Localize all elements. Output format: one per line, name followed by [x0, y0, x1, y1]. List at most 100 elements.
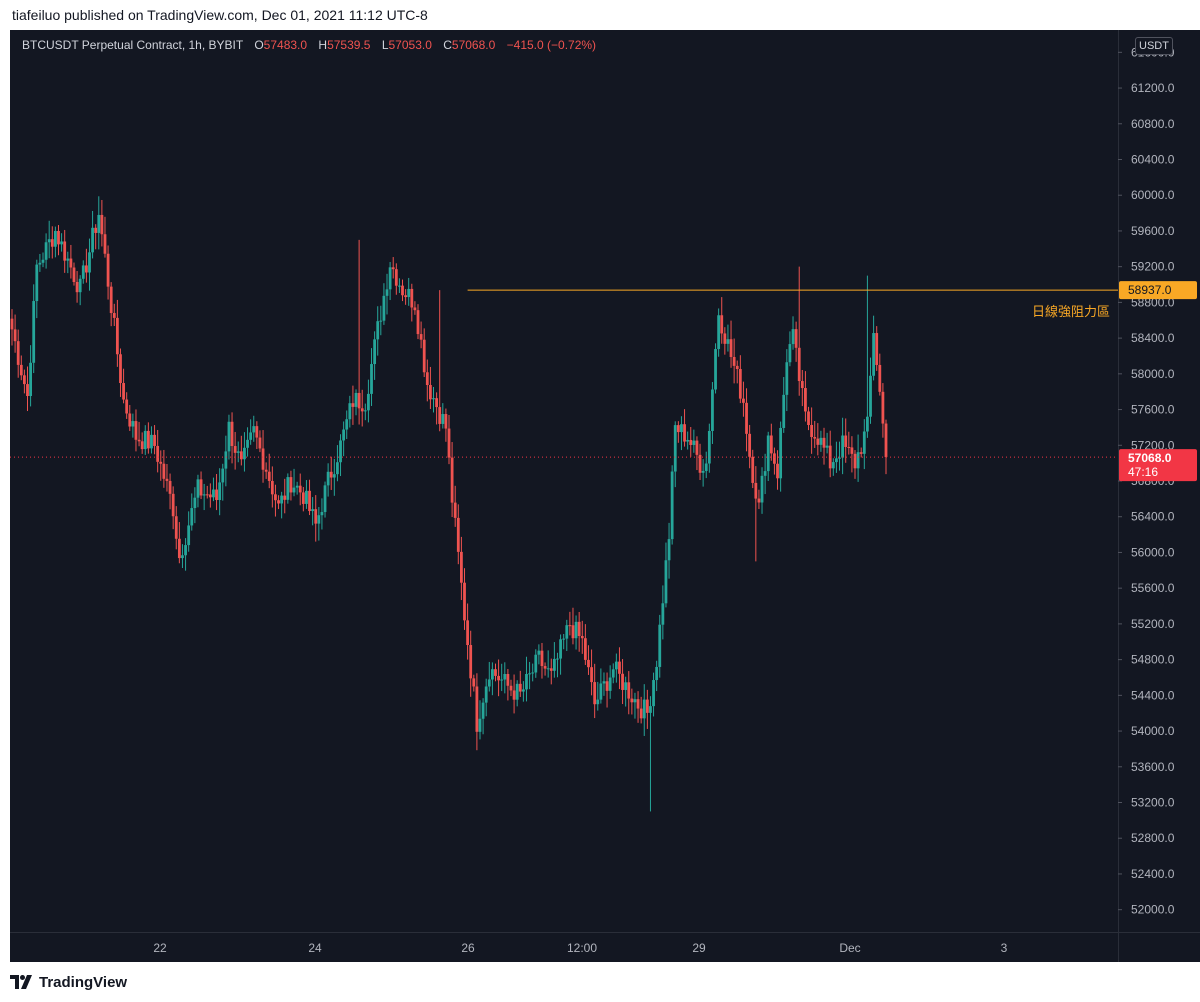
time-tick-label: 26 [461, 941, 475, 955]
last-price-label: 57068.0 [1128, 451, 1172, 465]
candle-body [760, 475, 764, 503]
candle-body [115, 317, 119, 355]
candle-body [292, 487, 296, 493]
candle-body [565, 625, 569, 639]
candle-body [875, 333, 879, 365]
price-tick-label: 54000.0 [1131, 724, 1175, 738]
candle-body [779, 427, 783, 479]
resistance-price-label: 58937.0 [1128, 283, 1172, 297]
candle-body [75, 281, 79, 293]
candle-body [301, 492, 305, 504]
candle-body [825, 445, 829, 448]
candle-body [379, 320, 383, 322]
candle-body [853, 453, 857, 469]
candle-body [218, 482, 222, 501]
candle-body [670, 471, 674, 540]
candle-body [813, 437, 817, 439]
candle-body [525, 673, 528, 690]
candle-body [745, 402, 748, 434]
candle-body [143, 430, 147, 450]
candle-body [624, 682, 628, 690]
candle-body [664, 560, 668, 604]
candle-body [776, 463, 779, 479]
candle-body [357, 392, 361, 409]
candle-body [574, 621, 578, 639]
candle-body [354, 392, 358, 407]
candle-body [295, 485, 299, 488]
candle-body [367, 393, 370, 411]
candle-body [332, 474, 336, 478]
candle-body [26, 384, 29, 397]
candle-body [153, 434, 156, 446]
candle-body [128, 413, 132, 427]
price-tick-label: 53600.0 [1131, 760, 1175, 774]
candle-body [738, 369, 742, 399]
candle-body [478, 718, 482, 732]
time-tick-label: 3 [1001, 941, 1008, 955]
price-chart[interactable]: 52000.0 52400.0 52800.0 53200.0 53600.0 54000… [10, 30, 1200, 962]
candle-body [187, 525, 191, 546]
candle-body [475, 686, 479, 732]
candle-body [382, 295, 386, 321]
candle-body [497, 675, 500, 681]
candle-body [212, 489, 215, 498]
high-value: 57539.5 [327, 38, 371, 52]
price-tick-label: 58400.0 [1131, 331, 1175, 345]
candle-body [429, 385, 432, 400]
candle-body [642, 699, 646, 719]
candle-body [376, 321, 380, 340]
candle-body [208, 494, 212, 498]
price-tick-label: 59200.0 [1131, 260, 1175, 274]
candle-body [735, 365, 739, 370]
candle-body [459, 551, 463, 583]
candle-body [50, 239, 54, 247]
candle-body [236, 451, 240, 453]
candle-body [884, 423, 888, 458]
candle-body [249, 432, 253, 440]
low-label: L [381, 38, 389, 52]
candle-body [822, 437, 826, 448]
candle-body [441, 414, 445, 424]
currency-button[interactable]: USDT [1135, 37, 1173, 55]
candle-body [150, 434, 153, 449]
candle-body [717, 315, 721, 350]
candle-body [583, 638, 587, 660]
candle-body [112, 313, 116, 318]
candle-body [661, 603, 665, 625]
price-tick-label: 53200.0 [1131, 796, 1175, 810]
price-tick-label: 52800.0 [1131, 831, 1175, 845]
chart-panel[interactable]: 52000.0 52400.0 52800.0 53200.0 53600.0 54000… [10, 30, 1200, 962]
candle-body [633, 699, 637, 703]
candle-body [329, 471, 333, 478]
candle-body [94, 227, 98, 233]
candle-body [227, 421, 231, 452]
tradingview-logo[interactable]: TradingView [10, 974, 127, 991]
candle-body [264, 469, 268, 472]
candle-body [788, 344, 792, 363]
candle-body [723, 333, 727, 344]
candle-body [13, 329, 17, 342]
candle-body [605, 681, 609, 691]
candle-body [168, 480, 172, 494]
candle-body [773, 453, 776, 464]
candle-body [472, 678, 476, 687]
candle-body [215, 489, 218, 501]
candle-body [447, 428, 451, 458]
candle-body [388, 267, 392, 290]
candle-body [819, 437, 823, 445]
plot-background [10, 30, 1200, 962]
candle-body [305, 490, 308, 504]
candle-body [407, 288, 411, 298]
candle-body [422, 339, 426, 373]
candle-body [701, 470, 705, 473]
candle-body [614, 661, 618, 670]
price-tick-label: 52400.0 [1131, 867, 1175, 881]
candle-body [283, 495, 287, 500]
candle-body [872, 333, 876, 376]
candle-body [255, 426, 259, 438]
candle-body [487, 679, 491, 687]
candle-body [838, 457, 841, 459]
candle-body [410, 288, 414, 308]
candle-body [847, 446, 851, 448]
candle-body [270, 480, 274, 495]
